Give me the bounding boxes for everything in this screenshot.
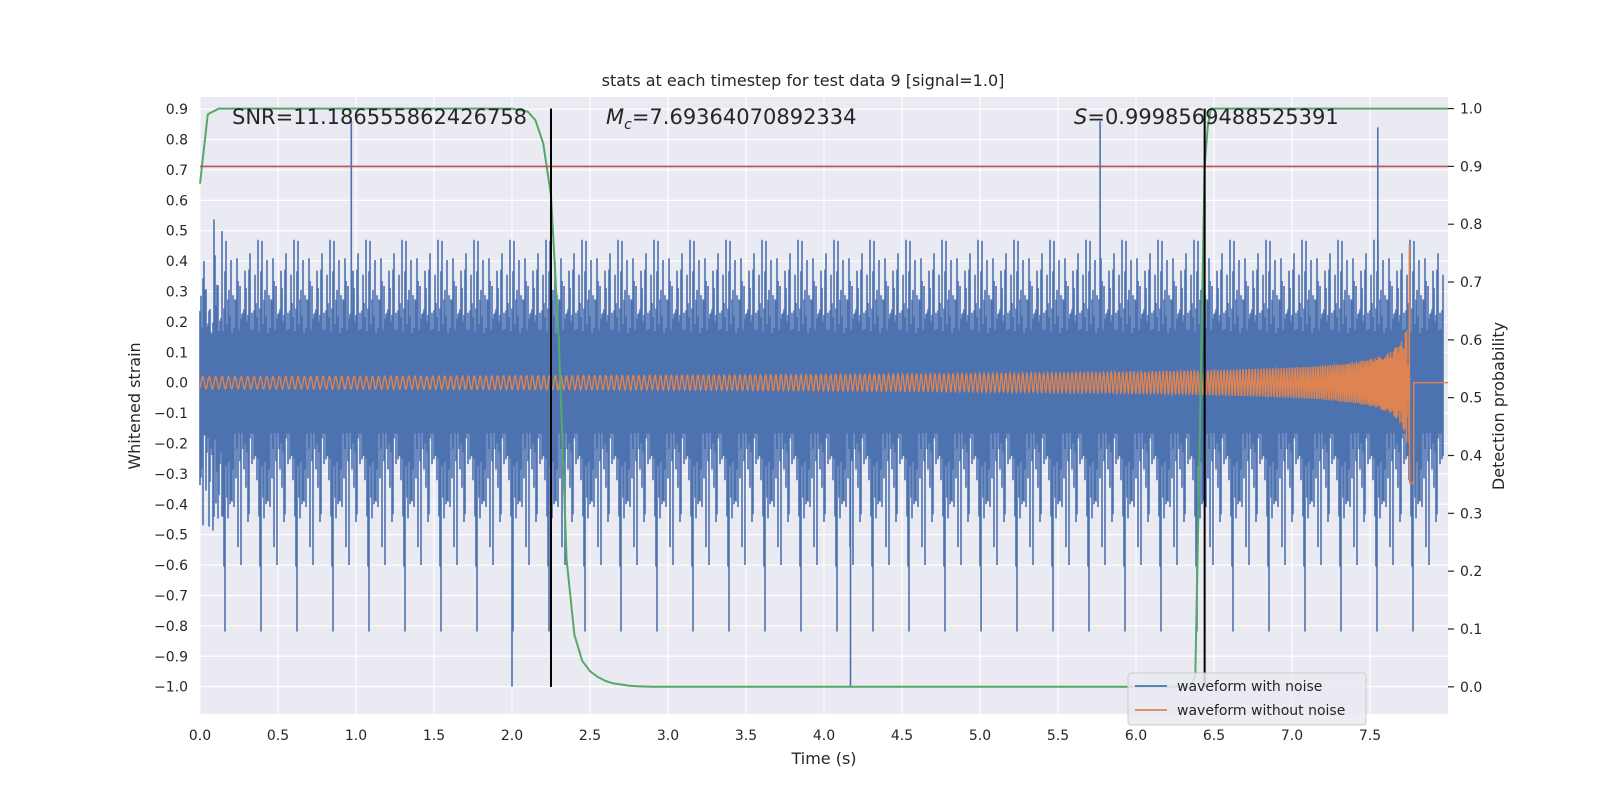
y2-axis-ticks: 1.0 0.9 0.8 0.7 0.6 0.5 0.4 0.3 0.2 0.1 0.0 <box>1448 102 1482 696</box>
y2-tick-label: 1.0 <box>1460 102 1482 118</box>
y-tick-label: −0.8 <box>154 619 188 635</box>
x-tick-label: 7.5 <box>1359 728 1381 744</box>
x-tick-label: 4.0 <box>813 728 835 744</box>
y-tick-label: 0.1 <box>166 345 188 361</box>
x-tick-label: 0.0 <box>189 728 211 744</box>
x-tick-label: 2.5 <box>579 728 601 744</box>
legend-label-noise: waveform with noise <box>1177 679 1322 695</box>
y-tick-label: 0.0 <box>166 376 188 392</box>
y2-tick-label: 0.8 <box>1460 217 1482 233</box>
y-tick-label: −0.6 <box>154 558 188 574</box>
x-tick-label: 3.0 <box>657 728 679 744</box>
y-tick-label: 0.4 <box>166 254 188 270</box>
y-tick-label: −0.5 <box>154 528 188 544</box>
x-axis-label: Time (s) <box>790 749 856 768</box>
x-tick-label: 1.0 <box>345 728 367 744</box>
y-tick-label: −0.9 <box>154 649 188 665</box>
x-axis-ticks: 0.0 0.5 1.0 1.5 2.0 2.5 3.0 3.5 4.0 4.5 5.0 5.5 6.0 6… <box>189 728 1381 744</box>
y-tick-label: −0.1 <box>154 406 188 422</box>
chirp-mass-annotation: Mc=7.69364070892334 <box>606 105 857 133</box>
y2-axis-label: Detection probability <box>1489 322 1508 490</box>
legend: waveform with noise waveform without noi… <box>1127 672 1367 726</box>
reference-lines <box>200 108 1448 687</box>
y-tick-label: 0.6 <box>166 193 188 209</box>
chirp-series <box>199 244 1448 484</box>
y-tick-label: 0.8 <box>166 133 188 149</box>
score-value: =0.9998569488525391 <box>1087 105 1338 129</box>
y2-tick-label: 0.7 <box>1460 275 1482 291</box>
x-tick-label: 7.0 <box>1281 728 1303 744</box>
y-tick-label: 0.2 <box>166 315 188 331</box>
x-tick-label: 6.5 <box>1203 728 1225 744</box>
score-symbol: S <box>1074 105 1087 129</box>
y2-tick-label: 0.2 <box>1460 564 1482 580</box>
y2-tick-label: 0.0 <box>1460 680 1482 696</box>
y-tick-label: 0.3 <box>166 285 188 301</box>
y2-tick-label: 0.1 <box>1460 622 1482 638</box>
chirp-mass-symbol: M <box>606 105 624 129</box>
x-tick-label: 6.0 <box>1125 728 1147 744</box>
x-tick-label: 5.0 <box>969 728 991 744</box>
y-tick-label: −0.2 <box>154 436 188 452</box>
y2-tick-label: 0.3 <box>1460 506 1482 522</box>
chirp-mass-subscript: c <box>624 117 632 133</box>
y-tick-label: 0.9 <box>166 102 188 118</box>
legend-box <box>1127 672 1367 726</box>
x-tick-label: 5.5 <box>1047 728 1069 744</box>
y2-tick-label: 0.4 <box>1460 449 1482 465</box>
clean-waveform-line <box>199 244 1448 484</box>
y2-tick-label: 0.5 <box>1460 391 1482 407</box>
y-axis-label: Whitened strain <box>125 342 144 469</box>
y-tick-label: −0.4 <box>154 497 188 513</box>
chirp-mass-value: =7.69364070892334 <box>632 105 857 129</box>
y2-tick-label: 0.6 <box>1460 333 1482 349</box>
y-tick-label: −0.3 <box>154 467 188 483</box>
x-tick-label: 3.5 <box>735 728 757 744</box>
x-tick-label: 2.0 <box>501 728 523 744</box>
snr-annotation: SNR=11.186555862426758 <box>232 105 527 129</box>
y-axis-ticks: 0.9 0.8 0.7 0.6 0.5 0.4 0.3 0.2 0.1 0.0 −0.1 −0.2 −0… <box>154 102 188 695</box>
chart-title: stats at each timestep for test data 9 [… <box>602 71 1005 90</box>
x-tick-label: 4.5 <box>891 728 913 744</box>
y2-tick-label: 0.9 <box>1460 159 1482 175</box>
score-annotation: S=0.9998569488525391 <box>1074 105 1339 129</box>
y-tick-label: −0.7 <box>154 588 188 604</box>
x-tick-label: 0.5 <box>267 728 289 744</box>
y-tick-label: −1.0 <box>154 680 188 696</box>
y-tick-label: 0.5 <box>166 224 188 240</box>
legend-label-clean: waveform without noise <box>1177 703 1345 719</box>
x-tick-label: 1.5 <box>423 728 445 744</box>
y-tick-label: 0.7 <box>166 163 188 179</box>
